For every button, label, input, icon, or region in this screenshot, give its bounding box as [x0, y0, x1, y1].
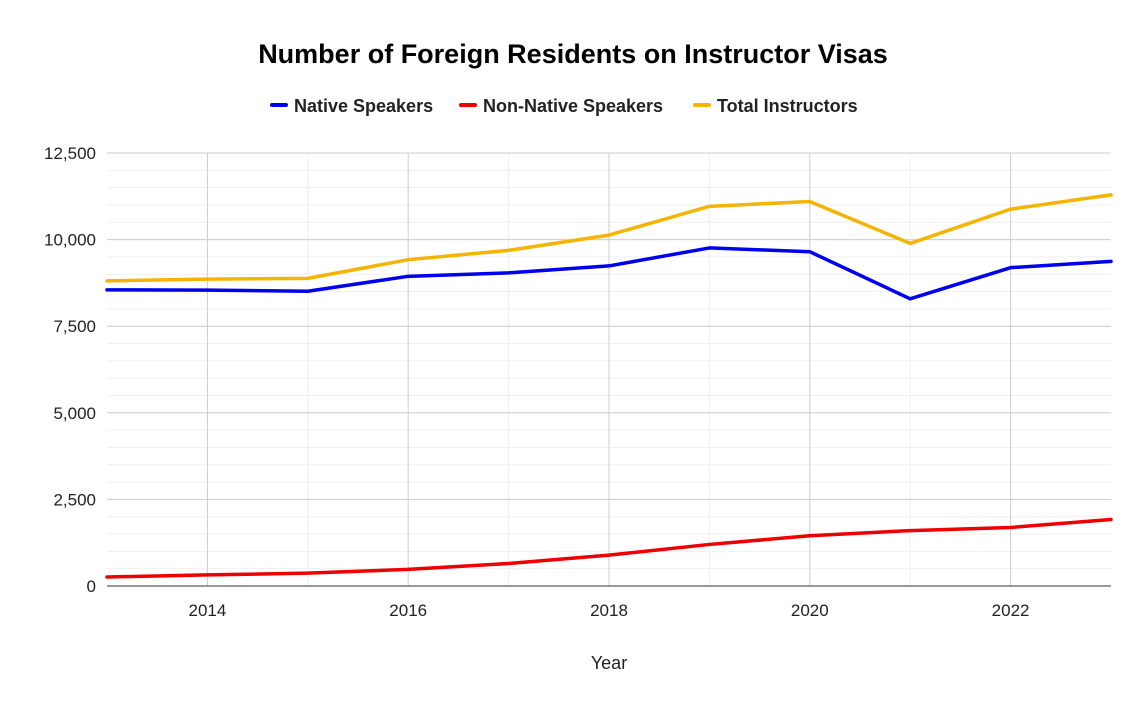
x-tick-label: 2018	[590, 601, 628, 620]
legend-label-non-native-speakers: Non-Native Speakers	[483, 96, 663, 116]
x-tick-label: 2016	[389, 601, 427, 620]
y-tick-label: 5,000	[53, 404, 96, 423]
y-tick-label: 0	[87, 577, 96, 596]
y-tick-label: 10,000	[44, 231, 96, 250]
x-tick-label: 2014	[188, 601, 226, 620]
series-line-total-instructors	[105, 193, 1113, 283]
chart-title: Number of Foreign Residents on Instructo…	[258, 39, 888, 69]
y-axis-ticks: 0 2,500 5,000 7,500 10,000 12,500	[44, 144, 96, 596]
major-gridlines	[107, 152, 1111, 586]
y-tick-label: 2,500	[53, 490, 96, 509]
y-tick-label: 12,500	[44, 144, 96, 163]
x-axis-label: Year	[591, 653, 627, 673]
y-tick-label: 7,500	[53, 317, 96, 336]
legend: Native Speakers Non-Native Speakers Total …	[270, 96, 858, 116]
x-axis-ticks: 2014 2016 2018 2020 2022	[188, 601, 1029, 620]
series-lines	[105, 193, 1113, 579]
legend-label-native-speakers: Native Speakers	[294, 96, 433, 116]
legend-label-total-instructors: Total Instructors	[717, 96, 858, 116]
series-line-non-native-speakers	[105, 517, 1113, 579]
x-tick-label: 2020	[791, 601, 829, 620]
x-tick-label: 2022	[992, 601, 1030, 620]
series-line-native-speakers	[105, 246, 1113, 301]
